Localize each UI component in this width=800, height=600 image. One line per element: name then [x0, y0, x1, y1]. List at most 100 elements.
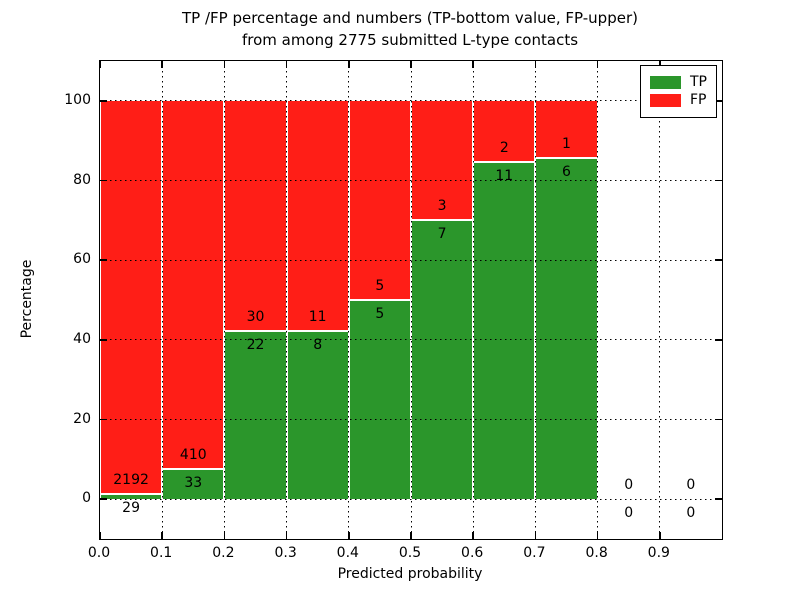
tp-bar-segment — [162, 469, 225, 500]
tp-count-label: 8 — [313, 337, 323, 354]
x-tick-label: 0.8 — [585, 545, 608, 561]
tp-bar-segment — [286, 331, 349, 500]
x-tick-mark — [223, 61, 226, 68]
gridline-vertical — [597, 61, 599, 539]
chart-title-line2: from among 2775 submitted L-type contact… — [241, 31, 579, 49]
x-tick-mark — [534, 61, 537, 68]
y-tick-label: 20 — [73, 410, 91, 427]
tp-count-label: 7 — [437, 226, 447, 243]
x-tick-mark — [285, 532, 288, 539]
tp-count-label: 11 — [495, 168, 514, 185]
x-tick-label: 0.4 — [336, 545, 359, 561]
gridline-horizontal — [100, 259, 722, 261]
x-tick-label: 0.6 — [461, 545, 484, 561]
fp-bar-segment — [286, 100, 349, 332]
gridline-horizontal — [100, 498, 722, 500]
fp-bar-segment — [535, 100, 598, 158]
fp-count-label: 2 — [499, 140, 509, 157]
tp-count-label: 0 — [624, 505, 634, 522]
x-tick-label: 0.9 — [647, 545, 670, 561]
y-tick-label: 40 — [73, 330, 91, 347]
x-tick-mark — [534, 532, 537, 539]
y-tick-mark — [715, 418, 722, 421]
tp-count-label: 33 — [184, 475, 203, 492]
fp-bar-segment — [411, 100, 474, 221]
tp-bar-segment — [224, 330, 287, 500]
fp-legend-label: FP — [690, 92, 707, 108]
y-tick-mark — [100, 100, 107, 102]
fp-color-swatch-icon — [650, 94, 681, 107]
tp-count-label: 29 — [122, 499, 141, 516]
tp-count-label: 6 — [562, 163, 571, 180]
fp-count-label: 0 — [624, 477, 634, 494]
y-tick-mark — [715, 498, 722, 500]
x-tick-mark — [596, 532, 599, 539]
tp-color-swatch-icon — [650, 76, 681, 89]
x-tick-mark — [285, 61, 288, 68]
gridline-vertical — [472, 61, 474, 539]
x-axis-label: Predicted probability — [337, 566, 483, 582]
fp-bar-segment — [224, 100, 287, 331]
tp-bar-segment — [535, 157, 598, 500]
chart-title-line1: TP /FP percentage and numbers (TP-bottom… — [182, 9, 638, 27]
y-tick-label: 0 — [82, 490, 91, 507]
fp-count-label: 2192 — [113, 471, 149, 488]
x-tick-label: 0.5 — [398, 545, 422, 561]
legend: TP FP — [640, 65, 717, 118]
y-tick-label: 100 — [64, 91, 91, 108]
x-tick-label: 0.3 — [274, 545, 297, 561]
tp-bar-segment — [100, 493, 163, 500]
gridline-vertical — [161, 61, 163, 539]
fp-bar-segment — [100, 100, 163, 494]
x-tick-mark — [596, 61, 599, 68]
x-tick-mark — [659, 61, 661, 68]
fp-bar-segment — [473, 100, 536, 163]
tp-bar-segment — [411, 220, 474, 500]
x-tick-label: 0.2 — [212, 545, 235, 561]
x-tick-mark — [161, 532, 163, 539]
fp-count-label: 0 — [686, 477, 696, 494]
y-tick-mark — [100, 339, 107, 341]
gridline-vertical — [348, 61, 350, 539]
x-tick-mark — [659, 532, 661, 539]
x-tick-mark — [410, 61, 412, 68]
fp-count-label: 410 — [179, 447, 207, 464]
gridline-vertical — [659, 61, 661, 539]
fp-count-label: 1 — [562, 135, 571, 152]
x-tick-mark — [348, 532, 350, 539]
y-tick-mark — [100, 418, 107, 421]
fp-count-label: 3 — [437, 198, 447, 215]
y-tick-mark — [715, 179, 722, 182]
legend-item-fp: FP — [650, 93, 707, 108]
tp-count-label: 0 — [686, 505, 696, 522]
gridline-horizontal — [100, 100, 722, 102]
chart-title: TP /FP percentage and numbers (TP-bottom… — [99, 7, 721, 51]
y-tick-mark — [715, 100, 722, 102]
legend-item-tp: TP — [650, 75, 707, 90]
y-tick-mark — [100, 259, 107, 261]
gridline-vertical — [286, 61, 288, 539]
gridline-vertical — [534, 61, 536, 539]
x-tick-mark — [99, 61, 101, 68]
y-tick-mark — [715, 339, 722, 341]
x-tick-mark — [161, 61, 163, 68]
x-tick-label: 0.7 — [523, 545, 546, 561]
fp-count-label: 5 — [375, 278, 385, 294]
tp-bar-segment — [473, 162, 536, 500]
fp-bar-segment — [348, 100, 411, 300]
tp-count-label: 5 — [375, 306, 385, 322]
gridline-horizontal — [100, 180, 722, 181]
x-tick-mark — [410, 532, 412, 539]
y-tick-mark — [715, 259, 722, 261]
y-axis-label: Percentage — [19, 259, 35, 339]
x-tick-mark — [223, 532, 226, 539]
x-tick-mark — [472, 61, 474, 68]
tp-legend-label: TP — [690, 74, 707, 90]
gridline-horizontal — [100, 419, 722, 420]
x-tick-mark — [99, 532, 101, 539]
gridline-horizontal — [100, 339, 722, 341]
y-tick-mark — [100, 498, 107, 500]
x-tick-label: 0.1 — [150, 545, 173, 561]
fp-count-label: 11 — [308, 309, 327, 326]
